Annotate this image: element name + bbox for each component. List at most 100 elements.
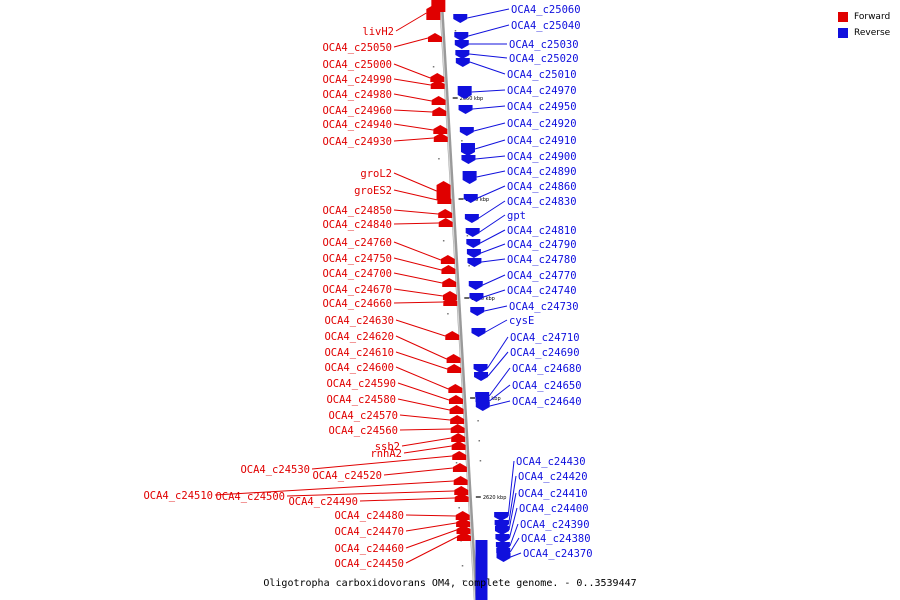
reverse-gene-arrow	[470, 307, 485, 316]
forward-gene-arrow	[456, 532, 471, 541]
forward-gene-label: OCA4_c24930	[322, 136, 392, 148]
forward-gene-label: OCA4_c24700	[322, 268, 392, 280]
forward-gene-label: OCA4_c24610	[324, 347, 394, 359]
forward-leader-line	[399, 414, 451, 421]
reverse-gene-OCA4_c24410: OCA4_c24410	[494, 488, 588, 535]
scale-tick-label: 2650 kbp	[466, 197, 490, 203]
reverse-gene-OCA4_c24970: OCA4_c24970	[457, 85, 577, 99]
reverse-gene-arrow	[465, 228, 480, 237]
reverse-gene-label: OCA4_c24890	[507, 166, 577, 178]
forward-gene-OCA4_c24610: OCA4_c24610	[324, 347, 462, 373]
reverse-gene-OCA4_c24430: OCA4_c24430	[494, 456, 586, 521]
forward-gene-arrow	[450, 424, 465, 433]
forward-gene-arrow	[454, 486, 469, 495]
minor-dot	[455, 462, 458, 464]
forward-gene-label: OCA4_c24500	[215, 491, 285, 503]
forward-leader-line	[405, 522, 457, 532]
reverse-gene-arrow	[455, 50, 470, 59]
reverse-gene-arrow	[454, 40, 469, 49]
forward-gene-arrow	[436, 181, 451, 200]
forward-leader-line	[401, 437, 452, 447]
reverse-gene-label: OCA4_c24860	[507, 181, 577, 193]
forward-leader-line	[395, 351, 448, 370]
reverse-gene-label: OCA4_c25040	[511, 20, 581, 32]
reverse-leader-line	[477, 185, 506, 199]
forward-gene-label: OCA4_c24600	[324, 362, 394, 374]
reverse-gene-arrow	[466, 239, 481, 248]
forward-gene-OCA4_c24490: OCA4_c24490	[288, 493, 469, 508]
minor-dot	[461, 565, 464, 567]
reverse-gene-arrow	[469, 293, 484, 302]
reverse-gene-arrow	[457, 86, 472, 99]
forward-gene-label: OCA4_c24940	[322, 119, 392, 131]
minor-dot	[454, 30, 457, 32]
reverse-leader-line	[469, 53, 508, 59]
forward-gene-livH2: livH2	[362, 5, 441, 38]
forward-gene-arrow	[438, 209, 453, 218]
reverse-leader-line	[481, 258, 506, 263]
reverse-gene-label: OCA4_c24810	[507, 225, 577, 237]
forward-gene-label: OCA4_c24590	[326, 378, 396, 390]
forward-gene-arrow	[432, 107, 447, 116]
forward-leader-line	[393, 241, 442, 261]
reverse-gene-OCA4_c24730: OCA4_c24730	[470, 301, 579, 316]
minor-dot	[479, 460, 482, 462]
forward-leader-line	[405, 514, 456, 517]
reverse-gene-OCA4_c24890: OCA4_c24890	[462, 166, 577, 184]
forward-gene-OCA4_c24960: OCA4_c24960	[322, 105, 447, 117]
reverse-gene-label: OCA4_c24770	[507, 270, 577, 282]
reverse-gene-arrow	[466, 249, 481, 258]
forward-gene-arrow	[448, 395, 463, 404]
reverse-gene-OCA4_c25030: OCA4_c25030	[454, 39, 579, 51]
forward-gene-OCA4_c25050: OCA4_c25050	[322, 33, 442, 54]
forward-gene-label: OCA4_c24480	[334, 510, 404, 522]
reverse-leader-line	[507, 460, 515, 517]
reverse-gene-label: OCA4_c25060	[511, 4, 581, 16]
forward-gene-arrow	[448, 384, 463, 393]
forward-gene-label: OCA4_c24840	[322, 219, 392, 231]
forward-leader-line	[393, 93, 432, 102]
forward-gene-OCA4_c24580: OCA4_c24580	[326, 394, 464, 414]
reverse-gene-arrow	[475, 402, 490, 411]
reverse-leader-line	[476, 170, 506, 178]
reverse-gene-gpt: gpt	[465, 210, 526, 237]
reverse-leader-line	[480, 229, 506, 244]
axis-layer	[439, 0, 478, 600]
forward-leader-line	[399, 428, 451, 431]
scale-tick-label: 2660 kbp	[460, 96, 484, 102]
reverse-gene-label: OCA4_c24740	[507, 285, 577, 297]
forward-leader-line	[405, 536, 458, 564]
forward-gene-label: OCA4_c24630	[324, 315, 394, 327]
minor-dot	[477, 420, 479, 422]
reverse-leader-line	[509, 523, 519, 547]
forward-gene-OCA4_c24670: OCA4_c24670	[322, 284, 457, 300]
forward-gene-label: ssb2	[375, 441, 400, 453]
forward-gene-label: OCA4_c24470	[334, 526, 404, 538]
reverse-gene-label: OCA4_c25030	[509, 39, 579, 51]
reverse-gene-OCA4_c24910: OCA4_c24910	[460, 135, 577, 156]
forward-gene-OCA4_c24570: OCA4_c24570	[328, 410, 465, 424]
reverse-gene-arrow	[474, 372, 489, 381]
reverse-gene-label: OCA4_c24910	[507, 135, 577, 147]
forward-gene-arrow	[437, 195, 452, 204]
forward-gene-OCA4_c24930: OCA4_c24930	[322, 133, 448, 148]
reverse-gene-arrow	[459, 127, 474, 136]
minor-dot	[458, 507, 460, 509]
forward-leader-line	[397, 382, 450, 401]
map-caption: Oligotropha carboxidovorans OM4, complet…	[263, 578, 637, 589]
forward-leader-line	[403, 445, 452, 454]
minor-dot	[438, 158, 440, 160]
forward-gene-arrow	[440, 255, 455, 264]
reverse-gene-OCA4_c24400: OCA4_c24400	[495, 503, 589, 543]
forward-gene-arrow	[442, 278, 457, 287]
forward-leader-line	[393, 288, 444, 297]
forward-gene-OCA4_c24850: OCA4_c24850	[322, 205, 453, 218]
reverse-gene-OCA4_c24830: OCA4_c24830	[464, 196, 577, 223]
forward-gene-label: OCA4_c24760	[322, 237, 392, 249]
reverse-gene-arrow	[494, 526, 509, 535]
forward-gene-label: OCA4_c24850	[322, 205, 392, 217]
reverse-gene-label: OCA4_c24780	[507, 254, 577, 266]
forward-gene-arrow	[430, 73, 445, 82]
forward-gene-groL2: groL2	[360, 168, 451, 200]
